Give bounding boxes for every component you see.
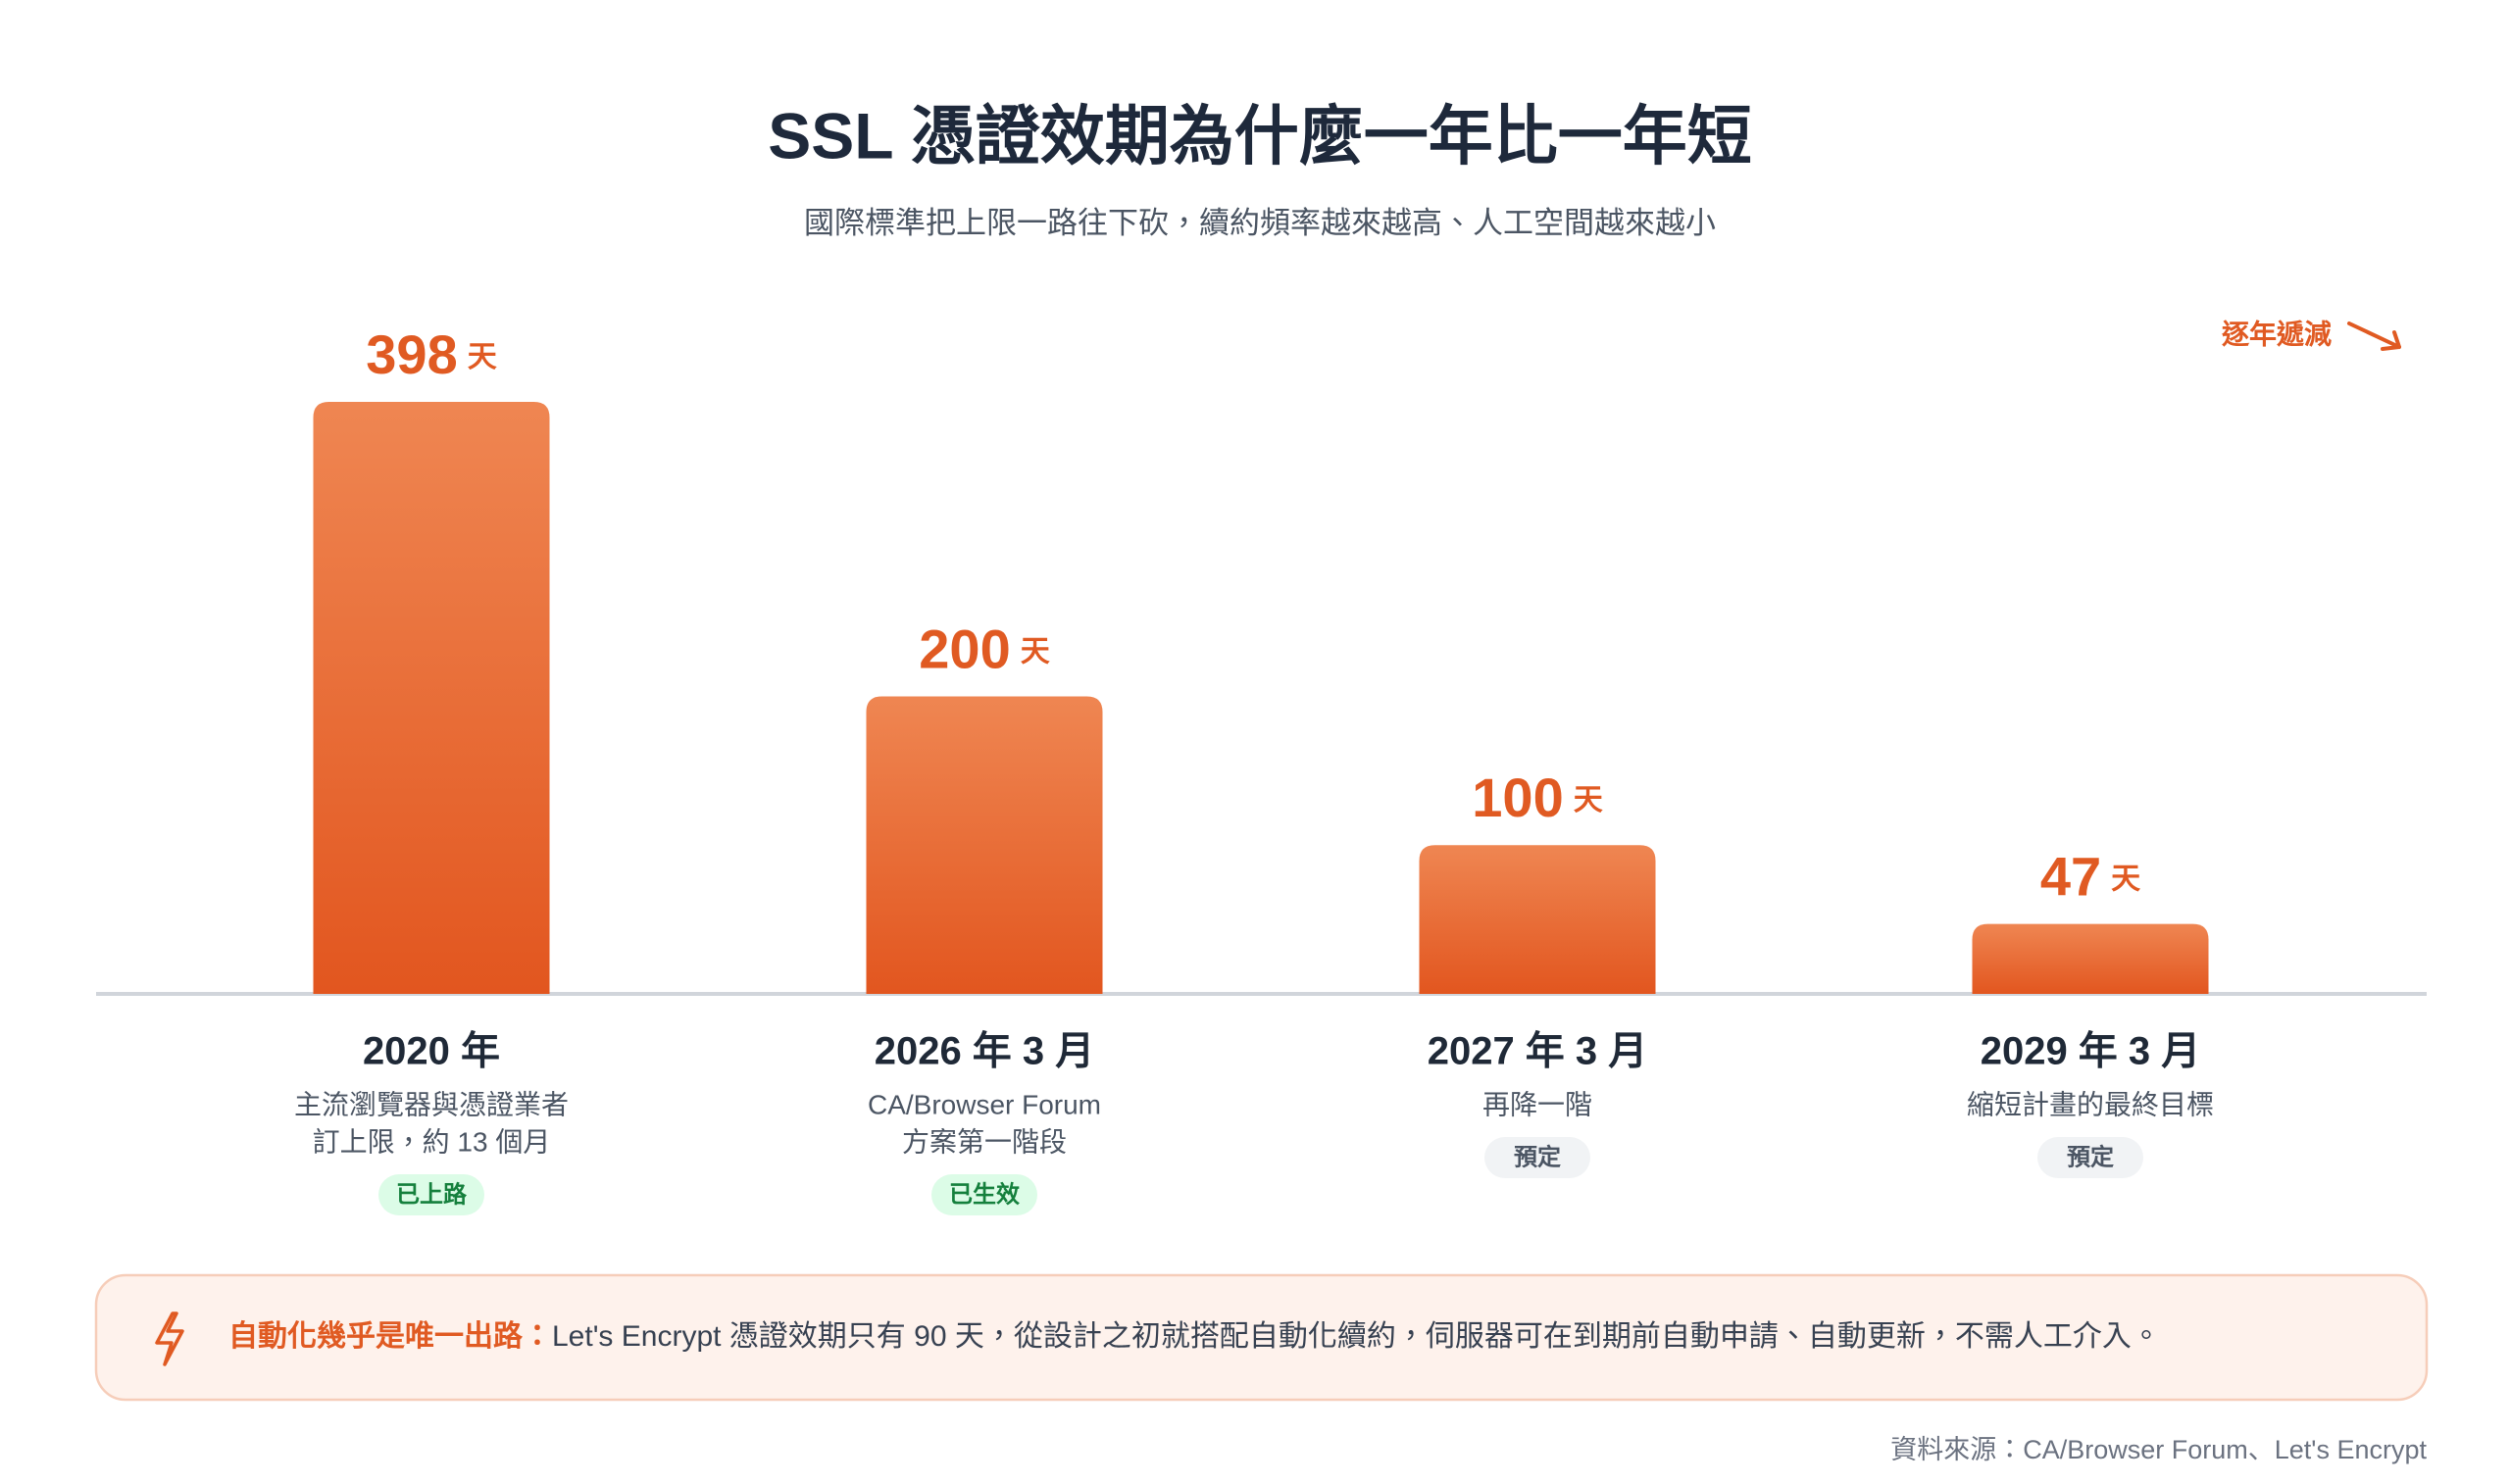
trend-arrow (2347, 322, 2401, 351)
status-label: 已生效 (949, 1180, 1020, 1208)
value-unit: 天 (2111, 864, 2140, 896)
callout-title: 自動化幾乎是唯一出路： (228, 1320, 552, 1353)
value-label: 47 天 (2040, 845, 2140, 907)
category-description: 方案第一階段 (902, 1126, 1067, 1157)
chart-title: SSL 憑證效期為什麼一年比一年短 (768, 99, 1752, 172)
callout-box (94, 1273, 2429, 1402)
x-tick-label: 2029 年 3 月 (1981, 1030, 2201, 1073)
x-tick-label: 2020 年 (363, 1030, 500, 1073)
x-tick-label: 2026 年 3 月 (875, 1030, 1095, 1073)
x-tick-label: 2027 年 3 月 (1428, 1030, 1648, 1073)
value-number: 47 (2040, 845, 2101, 907)
status-badge (931, 1174, 1037, 1215)
value-unit: 天 (1574, 784, 1603, 816)
category-description: 訂上限，約 13 個月 (313, 1126, 551, 1157)
value-number: 398 (366, 323, 457, 385)
value-unit: 天 (468, 341, 497, 373)
bar (313, 402, 550, 994)
source-note: 資料來源：CA/Browser Forum、Let's Encrypt (1890, 1435, 2427, 1464)
value-number: 100 (1472, 767, 1563, 828)
chart-subtitle: 國際標準把上限一路往下砍，續約頻率越來越高、人工空間越來越小 (804, 206, 1716, 240)
value-label: 100 天 (1472, 767, 1602, 828)
category-description: 縮短計畫的最終目標 (1967, 1089, 2214, 1119)
category-description: 主流瀏覽器與憑證業者 (294, 1089, 569, 1119)
callout-body: Let's Encrypt 憑證效期只有 90 天，從設計之初就搭配自動化續約，… (552, 1320, 2161, 1353)
trend-annotation: 逐年遞減 (2222, 318, 2332, 349)
bar (1419, 845, 1656, 994)
value-label: 200 天 (919, 618, 1049, 679)
status-label: 已上路 (396, 1180, 468, 1208)
callout-text: 自動化幾乎是唯一出路：Let's Encrypt 憑證效期只有 90 天，從設計… (228, 1320, 2161, 1353)
status-badge (1484, 1137, 1590, 1178)
bar (1972, 923, 2209, 994)
status-badge (2037, 1137, 2143, 1178)
lightning-icon (155, 1311, 184, 1366)
status-badge (378, 1174, 484, 1215)
category-description: CA/Browser Forum (868, 1089, 1101, 1119)
bar (866, 696, 1103, 994)
value-label: 398 天 (366, 323, 496, 385)
status-label: 預定 (2067, 1143, 2114, 1170)
value-unit: 天 (1021, 635, 1050, 668)
value-number: 200 (919, 618, 1010, 679)
status-label: 預定 (1514, 1143, 1561, 1170)
category-description: 再降一階 (1482, 1089, 1592, 1119)
